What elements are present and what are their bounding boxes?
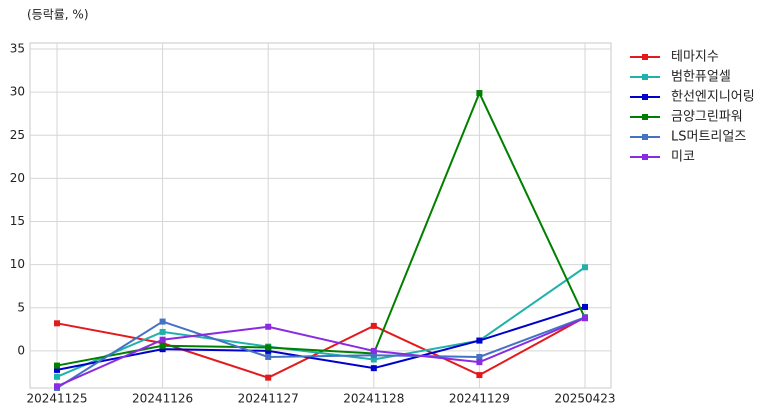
legend-label: 금양그린파워	[671, 110, 743, 125]
point-marker	[54, 366, 60, 373]
legend-marker	[642, 54, 648, 60]
point-marker	[54, 362, 60, 369]
point-marker	[265, 374, 272, 381]
x-tick-label: 20241129	[449, 392, 510, 406]
point-marker	[265, 353, 272, 360]
point-marker	[476, 359, 483, 366]
legend-marker	[642, 74, 648, 80]
point-marker	[582, 315, 588, 322]
x-tick-label: 20250423	[554, 392, 615, 406]
series-line	[56, 305, 586, 371]
legend-marker	[642, 134, 648, 140]
legend-label: 테마지수	[671, 50, 719, 65]
legend-label: 미코	[671, 150, 695, 165]
y-tick-label: 20	[10, 171, 25, 185]
point-marker	[54, 373, 60, 380]
legend-marker	[642, 154, 648, 160]
plot-frame	[29, 42, 612, 389]
point-marker	[159, 336, 166, 343]
series-line	[56, 90, 586, 367]
point-marker	[265, 323, 272, 330]
legend-label: 한선엔지니어링	[671, 90, 755, 105]
legend-label: LS머트리얼즈	[671, 130, 746, 145]
x-tick-label: 20241127	[238, 392, 299, 406]
y-tick-label: 25	[10, 128, 25, 142]
point-marker	[265, 347, 272, 354]
point-marker	[582, 264, 588, 271]
point-marker	[54, 320, 60, 327]
series-line	[56, 316, 586, 389]
point-marker	[265, 344, 272, 351]
point-marker	[476, 90, 483, 97]
point-marker	[476, 353, 483, 360]
x-tick-label: 20241128	[343, 392, 404, 406]
legend-label: 범한퓨얼셀	[671, 70, 731, 85]
legend-marker	[642, 114, 648, 120]
point-marker	[159, 318, 166, 325]
point-marker	[370, 352, 377, 359]
point-marker	[159, 328, 166, 335]
y-tick-label: 15	[10, 214, 25, 228]
point-marker	[582, 303, 588, 310]
series-line	[56, 266, 586, 378]
point-marker	[159, 342, 166, 349]
point-marker	[370, 347, 377, 354]
point-marker	[476, 372, 483, 379]
x-tick-label: 20241126	[132, 392, 193, 406]
x-tick-label: 20241125	[26, 392, 87, 406]
point-marker	[370, 356, 377, 363]
point-marker	[159, 346, 166, 353]
y-tick-label: 10	[10, 257, 25, 271]
point-marker	[370, 365, 377, 372]
y-tick-label: 35	[10, 42, 25, 56]
y-axis-label: (등락률, %)	[27, 8, 89, 22]
series-line	[56, 317, 586, 388]
legend-marker	[642, 94, 648, 100]
y-tick-label: 0	[17, 343, 25, 357]
y-tick-label: 30	[10, 85, 25, 99]
point-marker	[54, 383, 60, 390]
point-marker	[370, 322, 377, 329]
y-tick-label: 5	[17, 300, 25, 314]
point-marker	[476, 337, 483, 344]
